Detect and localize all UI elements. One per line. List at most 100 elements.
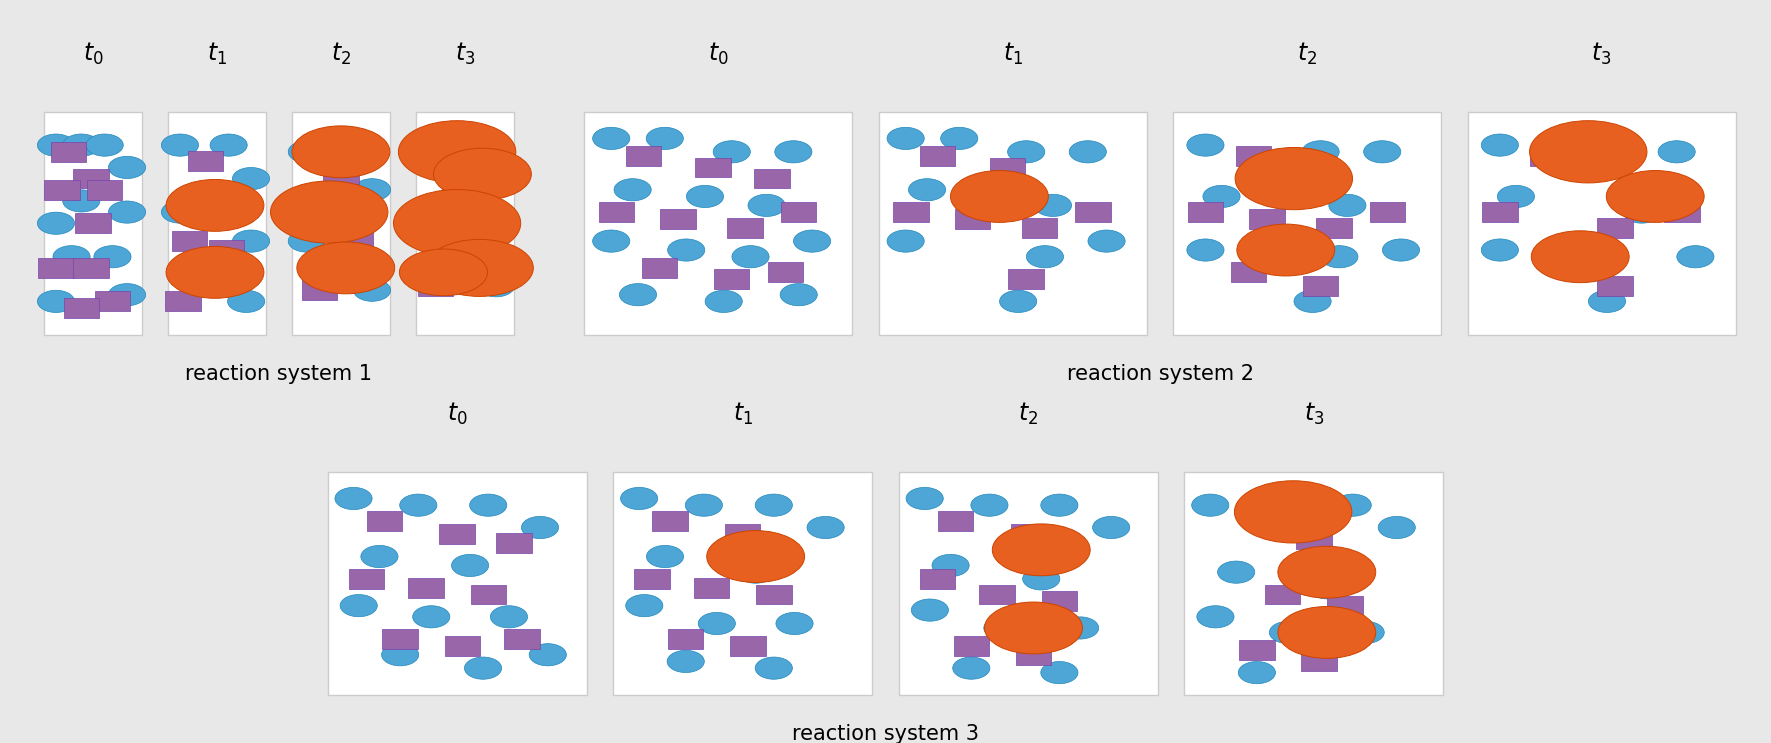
- Ellipse shape: [912, 599, 949, 621]
- Ellipse shape: [1218, 561, 1254, 583]
- Bar: [1041, 591, 1077, 611]
- Ellipse shape: [1187, 239, 1224, 261]
- Bar: [96, 291, 131, 311]
- Bar: [1188, 202, 1224, 222]
- Ellipse shape: [478, 156, 515, 178]
- Text: reaction system 3: reaction system 3: [792, 724, 979, 743]
- Ellipse shape: [1658, 140, 1695, 163]
- Ellipse shape: [705, 291, 742, 313]
- Bar: [730, 636, 765, 656]
- Ellipse shape: [1087, 230, 1125, 252]
- Bar: [1264, 585, 1300, 604]
- Bar: [338, 231, 374, 251]
- FancyBboxPatch shape: [168, 111, 266, 335]
- FancyBboxPatch shape: [44, 111, 142, 335]
- Ellipse shape: [1041, 661, 1079, 684]
- Text: $t_1$: $t_1$: [733, 401, 753, 427]
- Bar: [322, 164, 358, 184]
- Ellipse shape: [1270, 621, 1307, 643]
- Text: reaction system 2: reaction system 2: [1066, 363, 1254, 383]
- FancyBboxPatch shape: [584, 111, 852, 335]
- Ellipse shape: [1070, 140, 1107, 163]
- Ellipse shape: [907, 487, 944, 510]
- FancyBboxPatch shape: [900, 472, 1158, 695]
- Ellipse shape: [161, 201, 198, 223]
- Text: $t_1$: $t_1$: [1002, 41, 1024, 67]
- Bar: [409, 578, 445, 597]
- Ellipse shape: [1027, 246, 1064, 267]
- Bar: [39, 258, 74, 278]
- Ellipse shape: [620, 284, 657, 306]
- Ellipse shape: [932, 554, 969, 577]
- Text: $t_1$: $t_1$: [207, 41, 227, 67]
- Bar: [445, 636, 480, 656]
- Ellipse shape: [464, 657, 501, 679]
- Bar: [1326, 596, 1362, 615]
- Bar: [661, 209, 696, 229]
- Ellipse shape: [413, 606, 450, 628]
- Ellipse shape: [1279, 606, 1376, 658]
- Ellipse shape: [161, 134, 198, 156]
- Ellipse shape: [166, 247, 264, 298]
- Ellipse shape: [1234, 147, 1353, 210]
- Ellipse shape: [393, 189, 521, 257]
- Bar: [1249, 209, 1284, 229]
- Ellipse shape: [615, 178, 652, 201]
- Ellipse shape: [731, 246, 769, 267]
- Ellipse shape: [1302, 140, 1339, 163]
- Bar: [349, 569, 384, 588]
- Bar: [625, 146, 661, 166]
- FancyBboxPatch shape: [416, 111, 514, 335]
- Bar: [1008, 269, 1043, 289]
- Text: $t_2$: $t_2$: [1296, 41, 1318, 67]
- Bar: [443, 186, 478, 207]
- FancyBboxPatch shape: [549, 11, 1771, 349]
- Bar: [728, 218, 763, 238]
- Ellipse shape: [909, 178, 946, 201]
- Ellipse shape: [340, 594, 377, 617]
- Bar: [634, 569, 669, 588]
- Ellipse shape: [1496, 185, 1534, 207]
- Ellipse shape: [530, 643, 567, 666]
- Ellipse shape: [354, 279, 391, 302]
- Ellipse shape: [62, 134, 99, 156]
- Ellipse shape: [951, 171, 1048, 222]
- Ellipse shape: [1236, 224, 1335, 276]
- Ellipse shape: [398, 120, 515, 183]
- Ellipse shape: [108, 201, 145, 223]
- Bar: [714, 269, 749, 289]
- Bar: [893, 202, 928, 222]
- Ellipse shape: [779, 284, 818, 306]
- Ellipse shape: [1321, 246, 1358, 267]
- Ellipse shape: [94, 246, 131, 267]
- Ellipse shape: [1532, 231, 1629, 282]
- Ellipse shape: [232, 167, 269, 189]
- Ellipse shape: [400, 249, 487, 296]
- Ellipse shape: [1034, 194, 1071, 216]
- Ellipse shape: [747, 194, 785, 216]
- FancyBboxPatch shape: [1172, 111, 1442, 335]
- Bar: [51, 142, 87, 162]
- Bar: [1022, 218, 1057, 238]
- Bar: [1316, 218, 1351, 238]
- Bar: [990, 158, 1025, 178]
- Bar: [1597, 276, 1633, 296]
- Ellipse shape: [1309, 577, 1346, 599]
- Ellipse shape: [1378, 516, 1415, 539]
- Bar: [939, 511, 974, 531]
- Ellipse shape: [754, 657, 792, 679]
- Text: $t_0$: $t_0$: [446, 401, 468, 427]
- Ellipse shape: [1022, 568, 1059, 590]
- Bar: [464, 231, 499, 251]
- Ellipse shape: [292, 126, 390, 178]
- Ellipse shape: [793, 230, 831, 252]
- Bar: [76, 213, 112, 233]
- Ellipse shape: [985, 617, 1020, 639]
- Ellipse shape: [232, 230, 269, 252]
- Ellipse shape: [593, 127, 630, 149]
- Ellipse shape: [37, 291, 74, 313]
- Ellipse shape: [808, 516, 845, 539]
- Ellipse shape: [37, 212, 74, 234]
- Bar: [694, 578, 730, 597]
- Ellipse shape: [381, 643, 418, 666]
